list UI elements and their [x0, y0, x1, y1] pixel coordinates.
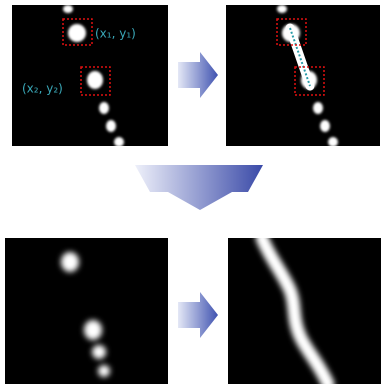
point-label: (x₂, y₂): [22, 82, 63, 96]
panel-result: [228, 238, 381, 384]
panel-blurred-input: [5, 238, 168, 384]
arrow: [178, 52, 218, 98]
arrow-down: [135, 165, 263, 210]
diagram: (x₁, y₁) (x₂, y₂): [0, 0, 381, 384]
page: (x₁, y₁) (x₂, y₂): [0, 0, 381, 384]
arrow: [178, 292, 218, 338]
panel-input: (x₁, y₁) (x₂, y₂): [12, 5, 168, 147]
panel-connected: [226, 5, 380, 147]
point-label: (x₁, y₁): [95, 27, 136, 41]
